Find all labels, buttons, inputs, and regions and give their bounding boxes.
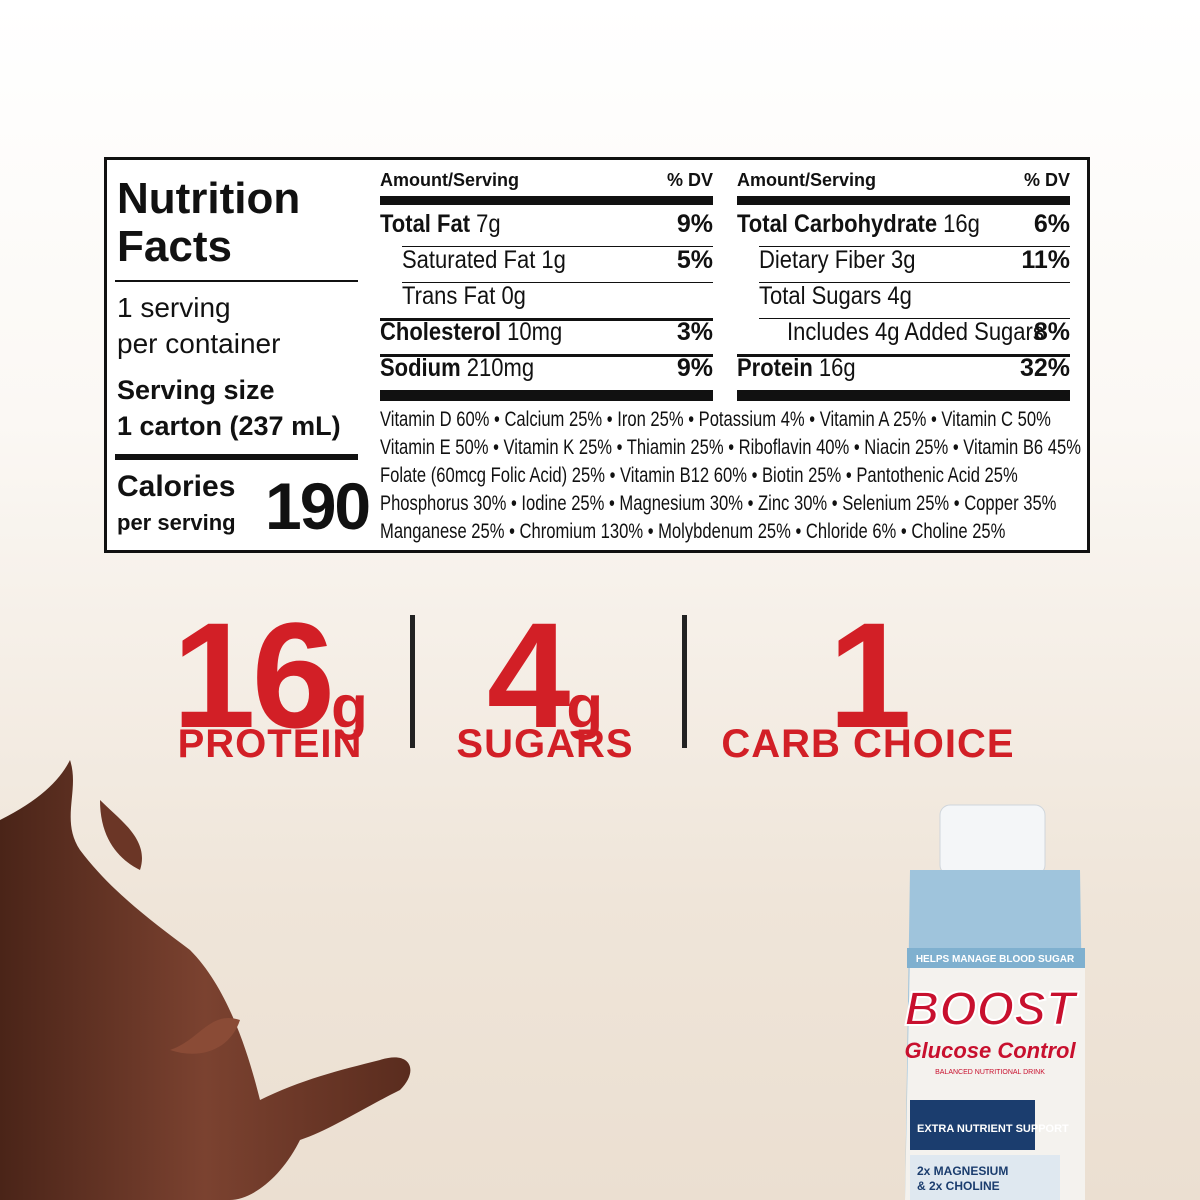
vitamin-line: Phosphorus 30% • Iodine 25% • Magnesium … bbox=[380, 492, 1057, 515]
nutrient-dv: 9% bbox=[676, 354, 713, 382]
rule bbox=[380, 196, 713, 205]
nutrient-amount: 16g bbox=[943, 210, 980, 238]
carton-claim: 2x MAGNESIUM bbox=[917, 1164, 1008, 1178]
nutrient-name: Protein bbox=[737, 354, 813, 382]
rule bbox=[402, 246, 713, 247]
nutrient-amount: 16g bbox=[818, 354, 856, 382]
nutrient-name: Cholesterol bbox=[380, 318, 502, 346]
highlight-unit: g bbox=[331, 673, 368, 740]
nutrient-row: Total Sugars 4g bbox=[759, 282, 912, 311]
rule bbox=[380, 354, 713, 357]
serving-size-label: Serving size bbox=[117, 375, 275, 405]
highlight-value: 16g bbox=[70, 600, 470, 750]
servings: 1 serving bbox=[117, 292, 231, 323]
nutrient-row: Includes 4g Added Sugars bbox=[787, 318, 1044, 347]
highlight-value: 1 bbox=[668, 600, 1068, 750]
rule bbox=[759, 318, 1070, 319]
rule bbox=[737, 354, 1070, 357]
nutrient-row: Sodium 210mg bbox=[380, 354, 534, 383]
calories-sub: per serving bbox=[117, 510, 236, 535]
rule bbox=[759, 246, 1070, 247]
nutrient-row: Saturated Fat 1g bbox=[402, 246, 566, 275]
highlight-label: PROTEIN bbox=[177, 722, 363, 766]
nutrient-row: Total Fat 7g bbox=[380, 210, 501, 239]
nutrient-dv: 6% bbox=[1033, 210, 1070, 238]
highlight-value: 4g bbox=[345, 600, 745, 750]
nutrient-name: Sodium bbox=[380, 354, 461, 382]
vitamin-line: Vitamin E 50% • Vitamin K 25% • Thiamin … bbox=[380, 436, 1081, 459]
nutrient-name: Total Carbohydrate bbox=[737, 210, 938, 238]
nutrient-dv: 8% bbox=[1033, 318, 1070, 346]
nutrient-name: Includes 4g Added Sugars bbox=[787, 318, 1044, 346]
rule bbox=[402, 282, 713, 283]
nutrient-name: Trans Fat bbox=[402, 282, 496, 310]
column-header: Amount/Serving bbox=[380, 170, 520, 190]
highlight-number: 16 bbox=[172, 591, 335, 759]
servings: per container bbox=[117, 328, 281, 359]
nutrient-row: Cholesterol 10mg bbox=[380, 318, 562, 347]
calories-label: Calories bbox=[117, 470, 236, 503]
column-header: % DV bbox=[666, 170, 713, 190]
label-title: Facts bbox=[117, 222, 232, 271]
rule bbox=[759, 282, 1070, 283]
nutrient-amount: 0g bbox=[501, 282, 526, 310]
nutrient-amount: 4g bbox=[887, 282, 912, 310]
label-title: Nutrition bbox=[117, 174, 301, 223]
carton-banner: HELPS MANAGE BLOOD SUGAR bbox=[916, 954, 1075, 965]
carton-tagline: BALANCED NUTRITIONAL DRINK bbox=[935, 1069, 1045, 1076]
nutrient-row: Protein 16g bbox=[737, 354, 856, 383]
nutrient-dv: 11% bbox=[1021, 246, 1070, 274]
nutrient-name: Total Sugars bbox=[759, 282, 882, 310]
nutrient-dv: 32% bbox=[1019, 354, 1070, 382]
rule bbox=[737, 196, 1070, 205]
carton-badge: EXTRA NUTRIENT SUPPORT bbox=[917, 1123, 1069, 1135]
nutrient-amount: 10mg bbox=[507, 318, 563, 346]
divider bbox=[410, 615, 415, 748]
carton-product: Glucose Control bbox=[904, 1038, 1076, 1063]
nutrient-amount: 7g bbox=[476, 210, 501, 238]
nutrient-row: Total Carbohydrate 16g bbox=[737, 210, 980, 239]
highlight-label: CARB CHOICE bbox=[721, 722, 1015, 766]
nutrient-name: Total Fat bbox=[380, 210, 471, 238]
carton-brand: BOOST bbox=[905, 983, 1079, 1036]
divider bbox=[682, 615, 687, 748]
vitamin-line: Folate (60mcg Folic Acid) 25% • Vitamin … bbox=[380, 464, 1018, 487]
highlight-number: 1 bbox=[828, 591, 911, 759]
vitamin-line: Manganese 25% • Chromium 130% • Molybden… bbox=[380, 520, 1006, 543]
rule bbox=[737, 390, 1070, 401]
column-header: % DV bbox=[1023, 170, 1070, 190]
highlight-unit: g bbox=[566, 673, 604, 740]
highlight-number: 4 bbox=[486, 591, 570, 759]
rule bbox=[380, 318, 713, 321]
nutrient-amount: 3g bbox=[891, 246, 916, 274]
nutrient-dv: 3% bbox=[676, 318, 713, 346]
carton-claim: & 2x CHOLINE bbox=[917, 1179, 1000, 1193]
nutrition-label: Nutrition Facts 1 serving per container … bbox=[104, 157, 1090, 553]
highlight-label: SUGARS bbox=[456, 722, 634, 766]
nutrient-row: Trans Fat 0g bbox=[402, 282, 526, 311]
nutrient-dv: 9% bbox=[676, 210, 713, 238]
product-carton: HELPS MANAGE BLOOD SUGAR BOOST Glucose C… bbox=[904, 804, 1085, 1200]
chocolate-splash bbox=[0, 760, 411, 1200]
column-header: Amount/Serving bbox=[737, 170, 877, 190]
serving-size: 1 carton (237 mL) bbox=[117, 411, 341, 441]
nutrient-dv: 5% bbox=[676, 246, 713, 274]
nutrient-amount: 1g bbox=[541, 246, 566, 274]
rule bbox=[380, 390, 713, 401]
nutrient-row: Dietary Fiber 3g bbox=[759, 246, 916, 275]
nutrient-name: Saturated Fat bbox=[402, 246, 536, 274]
nutrient-name: Dietary Fiber bbox=[759, 246, 885, 274]
nutrient-amount: 210mg bbox=[466, 354, 535, 382]
vitamin-line: Vitamin D 60% • Calcium 25% • Iron 25% •… bbox=[380, 408, 1051, 431]
calories-value: 190 bbox=[265, 469, 371, 543]
